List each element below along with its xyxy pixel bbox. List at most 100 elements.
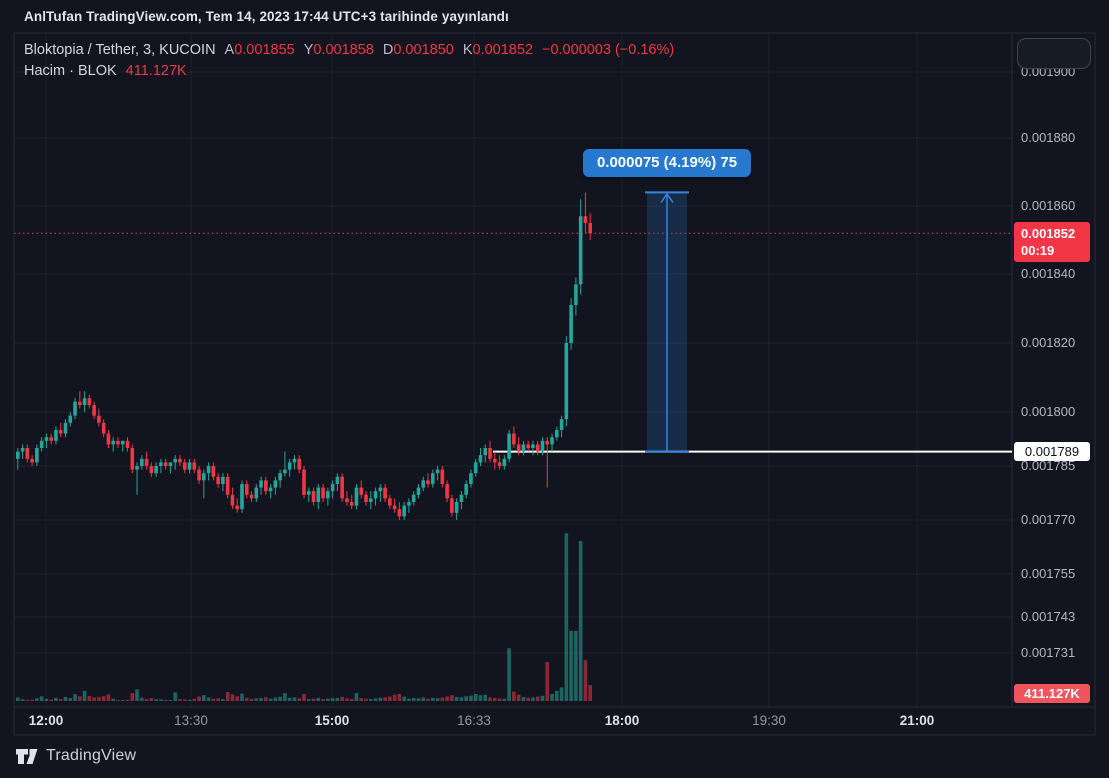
candle-body — [178, 458, 182, 463]
candle-body — [35, 448, 39, 463]
last-price-badge: 0.001852 00:19 — [1014, 222, 1090, 263]
volume-bar — [92, 697, 96, 701]
candle-body — [182, 462, 187, 470]
candle-body — [426, 480, 430, 484]
candle-body — [197, 469, 201, 481]
volume-bar — [264, 697, 268, 701]
candle-body — [316, 487, 321, 502]
volume-bar — [454, 696, 459, 701]
volume-bar — [588, 684, 592, 701]
volume-series — [16, 533, 592, 701]
corner-widget-button[interactable] — [1017, 38, 1091, 69]
volume-bar — [230, 694, 235, 701]
candle-body — [411, 494, 416, 502]
candle-body — [254, 487, 259, 499]
volume-bar — [154, 699, 158, 701]
candle-body — [478, 455, 483, 463]
candle-body — [192, 462, 197, 470]
footer-brand[interactable]: TradingView — [46, 747, 137, 764]
price-tick-label: 0.001785 — [1021, 458, 1076, 473]
candle-body — [54, 430, 58, 441]
volume-bar — [168, 700, 173, 701]
ohlc-values: A0.001855 Y0.001858 D0.001850 K0.001852 — [216, 42, 533, 58]
candle-body — [302, 469, 306, 495]
candle-body — [30, 458, 34, 463]
volume-study-label[interactable]: Hacim · BLOK — [24, 63, 117, 79]
candle-body — [58, 430, 63, 434]
candle-body — [82, 398, 87, 406]
candle-body — [335, 476, 340, 484]
level-line-badge: 0.001789 — [1014, 441, 1090, 461]
candle-body — [340, 476, 344, 499]
volume-bar — [330, 698, 335, 701]
volume-bar — [426, 698, 430, 701]
volume-bar — [531, 697, 535, 701]
candle-body — [149, 466, 154, 474]
candle-body — [221, 476, 225, 484]
measure-arrow-head — [660, 192, 674, 203]
candle-body — [16, 451, 20, 459]
candle-body — [388, 498, 392, 506]
bar-countdown: 00:19 — [1021, 243, 1055, 259]
volume-bar — [106, 694, 111, 701]
candle-body — [469, 473, 473, 484]
candle-body — [555, 430, 559, 438]
candle-body — [521, 444, 526, 452]
volume-bar — [521, 697, 526, 701]
symbol-title[interactable]: Bloktopia / Tether, 3, KUCOIN — [24, 42, 216, 58]
volume-bar — [97, 697, 101, 701]
volume-bar — [163, 699, 168, 701]
candle-body — [268, 487, 273, 492]
volume-bar — [435, 698, 440, 701]
price-tick-label: 0.001743 — [1021, 609, 1076, 624]
candle-body — [135, 466, 139, 470]
ohlc-item: K0.001852 — [462, 42, 533, 58]
price-tick-label: 0.001731 — [1021, 645, 1076, 660]
volume-bar — [349, 698, 354, 701]
volume-bar — [373, 698, 378, 701]
volume-bar — [278, 696, 282, 701]
candle-body — [168, 462, 173, 466]
volume-bar — [216, 698, 220, 701]
volume-bar — [364, 698, 368, 701]
volume-bar — [221, 699, 225, 701]
candle-body — [97, 415, 101, 423]
measure-tooltip: 0.000075 (4.19%) 75 — [582, 149, 752, 177]
volume-bar — [135, 689, 139, 701]
candle-body — [359, 487, 364, 495]
volume-bar — [450, 695, 454, 701]
volume-bar — [311, 698, 316, 701]
price-axis[interactable]: 0.001852 00:19 0.001789 411.127K 0.00190… — [1012, 33, 1095, 707]
candle-body — [297, 458, 302, 470]
volume-bar — [287, 697, 292, 701]
candle-body — [206, 466, 211, 474]
price-tick-label: 0.001840 — [1021, 266, 1076, 281]
tradingview-logo-icon[interactable] — [16, 748, 38, 765]
candle-body — [397, 509, 402, 517]
volume-bar — [49, 699, 53, 701]
volume-axis-badge: 411.127K — [1014, 684, 1090, 703]
candle-body — [450, 498, 454, 513]
candle-body — [502, 458, 507, 466]
time-tick-label: 19:30 — [752, 713, 786, 728]
candle-body — [526, 444, 530, 448]
time-axis[interactable]: 12:00 13:30 15:00 16:33 18:00 19:30 21:00 — [14, 707, 1095, 735]
candle-body — [144, 458, 149, 466]
volume-bar — [340, 696, 344, 701]
volume-bar — [30, 699, 34, 701]
candle-body — [101, 422, 106, 434]
volume-bar — [211, 698, 216, 701]
candle-body — [249, 494, 254, 499]
candle-body — [588, 223, 592, 234]
volume-bar — [397, 693, 402, 701]
volume-bar — [87, 695, 92, 701]
volume-bar — [583, 660, 588, 701]
candle-body — [187, 462, 192, 470]
volume-bar — [316, 697, 321, 701]
volume-bar — [430, 697, 435, 701]
candle-body — [574, 284, 578, 306]
candle-body — [493, 458, 497, 463]
volume-bar — [159, 699, 163, 701]
candle-body — [483, 448, 488, 456]
